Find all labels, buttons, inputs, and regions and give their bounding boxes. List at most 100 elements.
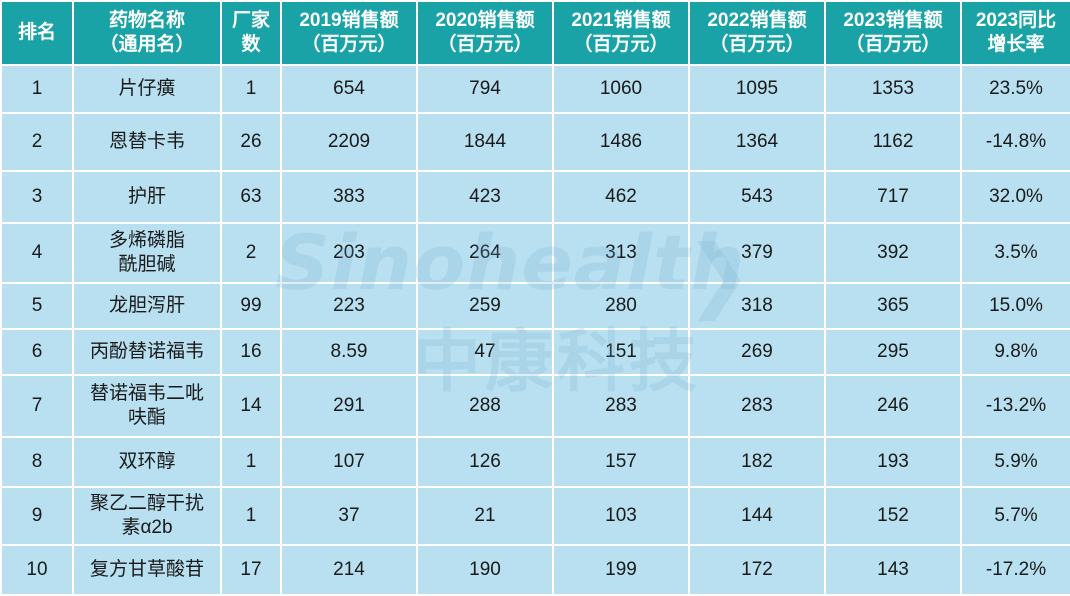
cell-drug-name: 替诺福韦二吡 呋酯 xyxy=(72,374,222,438)
header-manufacturer-count: 厂家数 xyxy=(220,0,282,66)
drug-name-line: 双环醇 xyxy=(118,451,176,472)
header-label-line: 厂家 xyxy=(231,10,270,31)
header-label-line: 2022销售额 xyxy=(707,10,807,31)
drug-name-line: 片仔癀 xyxy=(118,78,176,99)
header-sales-2023: 2023销售额 （百万元） xyxy=(824,0,962,66)
cell-growth-2023: 3.5% xyxy=(960,222,1070,284)
cell-sales-2022: 172 xyxy=(688,544,826,596)
cell-rank: 7 xyxy=(0,374,74,438)
cell-sales-2023: 143 xyxy=(824,544,962,596)
cell-drug-name: 片仔癀 xyxy=(72,64,222,114)
cell-growth-2023: -17.2% xyxy=(960,544,1070,596)
cell-manufacturer-count: 26 xyxy=(220,112,282,172)
cell-rank: 4 xyxy=(0,222,74,284)
header-sales-2019: 2019销售额 （百万元） xyxy=(280,0,418,66)
cell-drug-name: 多烯磷脂 酰胆碱 xyxy=(72,222,222,284)
cell-sales-2020: 1844 xyxy=(416,112,554,172)
cell-sales-2019: 8.59 xyxy=(280,328,418,376)
cell-sales-2023: 246 xyxy=(824,374,962,438)
table-body: 1 片仔癀 1 654 794 1060 1095 1353 23.5% 2 恩替卡韦 26 2209 1… xyxy=(0,64,1070,596)
cell-drug-name: 聚乙二醇干扰 素α2b xyxy=(72,486,222,546)
table-row: 10 复方甘草酸苷 17 214 190 199 172 143 -17.2% xyxy=(0,544,1070,596)
cell-sales-2023: 717 xyxy=(824,170,962,224)
header-label-line: 增长率 xyxy=(987,34,1045,55)
cell-sales-2022: 283 xyxy=(688,374,826,438)
cell-manufacturer-count: 17 xyxy=(220,544,282,596)
cell-drug-name: 恩替卡韦 xyxy=(72,112,222,172)
cell-growth-2023: 15.0% xyxy=(960,282,1070,330)
table-row: 6 丙酚替诺福韦 16 8.59 47 151 269 295 9.8% xyxy=(0,328,1070,376)
cell-rank: 1 xyxy=(0,64,74,114)
table-row: 2 恩替卡韦 26 2209 1844 1486 1364 1162 -14.8% xyxy=(0,112,1070,172)
cell-rank: 5 xyxy=(0,282,74,330)
cell-sales-2020: 423 xyxy=(416,170,554,224)
table-row: 9 聚乙二醇干扰 素α2b 1 37 21 103 144 152 5.7% xyxy=(0,486,1070,546)
drug-name-line: 复方甘草酸苷 xyxy=(89,559,204,580)
cell-manufacturer-count: 1 xyxy=(220,486,282,546)
cell-sales-2021: 1060 xyxy=(552,64,690,114)
table-row: 7 替诺福韦二吡 呋酯 14 291 288 283 283 246 -13.2% xyxy=(0,374,1070,438)
cell-sales-2019: 37 xyxy=(280,486,418,546)
cell-sales-2020: 259 xyxy=(416,282,554,330)
cell-sales-2022: 1364 xyxy=(688,112,826,172)
cell-manufacturer-count: 99 xyxy=(220,282,282,330)
cell-sales-2019: 2209 xyxy=(280,112,418,172)
header-label-line: （百万元） xyxy=(845,34,941,55)
header-label-line: （百万元） xyxy=(709,34,805,55)
cell-sales-2022: 182 xyxy=(688,436,826,488)
cell-sales-2021: 151 xyxy=(552,328,690,376)
header-sales-2020: 2020销售额 （百万元） xyxy=(416,0,554,66)
cell-sales-2022: 379 xyxy=(688,222,826,284)
cell-sales-2021: 1486 xyxy=(552,112,690,172)
cell-drug-name: 龙胆泻肝 xyxy=(72,282,222,330)
cell-growth-2023: -14.8% xyxy=(960,112,1070,172)
header-label-line: （百万元） xyxy=(437,34,533,55)
cell-sales-2023: 365 xyxy=(824,282,962,330)
header-sales-2022: 2022销售额 （百万元） xyxy=(688,0,826,66)
cell-sales-2020: 126 xyxy=(416,436,554,488)
cell-rank: 10 xyxy=(0,544,74,596)
header-label-line: 药物名称 xyxy=(108,10,185,31)
header-drug-name: 药物名称 （通用名） xyxy=(72,0,222,66)
drug-name-line: 护肝 xyxy=(127,186,166,207)
cell-rank: 9 xyxy=(0,486,74,546)
cell-sales-2019: 107 xyxy=(280,436,418,488)
table-row: 8 双环醇 1 107 126 157 182 193 5.9% xyxy=(0,436,1070,488)
cell-sales-2019: 291 xyxy=(280,374,418,438)
cell-growth-2023: 5.9% xyxy=(960,436,1070,488)
cell-sales-2019: 223 xyxy=(280,282,418,330)
cell-growth-2023: 9.8% xyxy=(960,328,1070,376)
header-growth-2023: 2023同比 增长率 xyxy=(960,0,1070,66)
header-label-line: （百万元） xyxy=(573,34,669,55)
table-header-row: 排名 药物名称 （通用名） 厂家数 2019销售额 （百万元） 2020销售额 （百万元） 20… xyxy=(0,0,1070,66)
cell-sales-2021: 283 xyxy=(552,374,690,438)
header-label-line: 数 xyxy=(241,34,261,55)
header-label-line: 2021销售额 xyxy=(571,10,671,31)
table-row: 4 多烯磷脂 酰胆碱 2 203 264 313 379 392 3.5% xyxy=(0,222,1070,284)
cell-manufacturer-count: 1 xyxy=(220,64,282,114)
cell-manufacturer-count: 16 xyxy=(220,328,282,376)
table-row: 1 片仔癀 1 654 794 1060 1095 1353 23.5% xyxy=(0,64,1070,114)
cell-sales-2019: 203 xyxy=(280,222,418,284)
cell-rank: 8 xyxy=(0,436,74,488)
cell-manufacturer-count: 1 xyxy=(220,436,282,488)
cell-sales-2021: 199 xyxy=(552,544,690,596)
cell-drug-name: 双环醇 xyxy=(72,436,222,488)
cell-sales-2023: 152 xyxy=(824,486,962,546)
cell-drug-name: 复方甘草酸苷 xyxy=(72,544,222,596)
drug-name-line: 龙胆泻肝 xyxy=(108,295,185,316)
header-label-line: 2023销售额 xyxy=(843,10,943,31)
cell-sales-2022: 144 xyxy=(688,486,826,546)
cell-sales-2021: 280 xyxy=(552,282,690,330)
cell-sales-2021: 462 xyxy=(552,170,690,224)
cell-sales-2023: 392 xyxy=(824,222,962,284)
drug-name-line: 替诺福韦二吡 xyxy=(89,383,204,404)
cell-sales-2020: 264 xyxy=(416,222,554,284)
drug-name-line: 丙酚替诺福韦 xyxy=(89,341,204,362)
drug-name-line: 恩替卡韦 xyxy=(108,131,185,152)
cell-sales-2020: 288 xyxy=(416,374,554,438)
cell-sales-2020: 190 xyxy=(416,544,554,596)
header-label-line: 2019销售额 xyxy=(299,10,399,31)
header-label-line: （百万元） xyxy=(301,34,397,55)
